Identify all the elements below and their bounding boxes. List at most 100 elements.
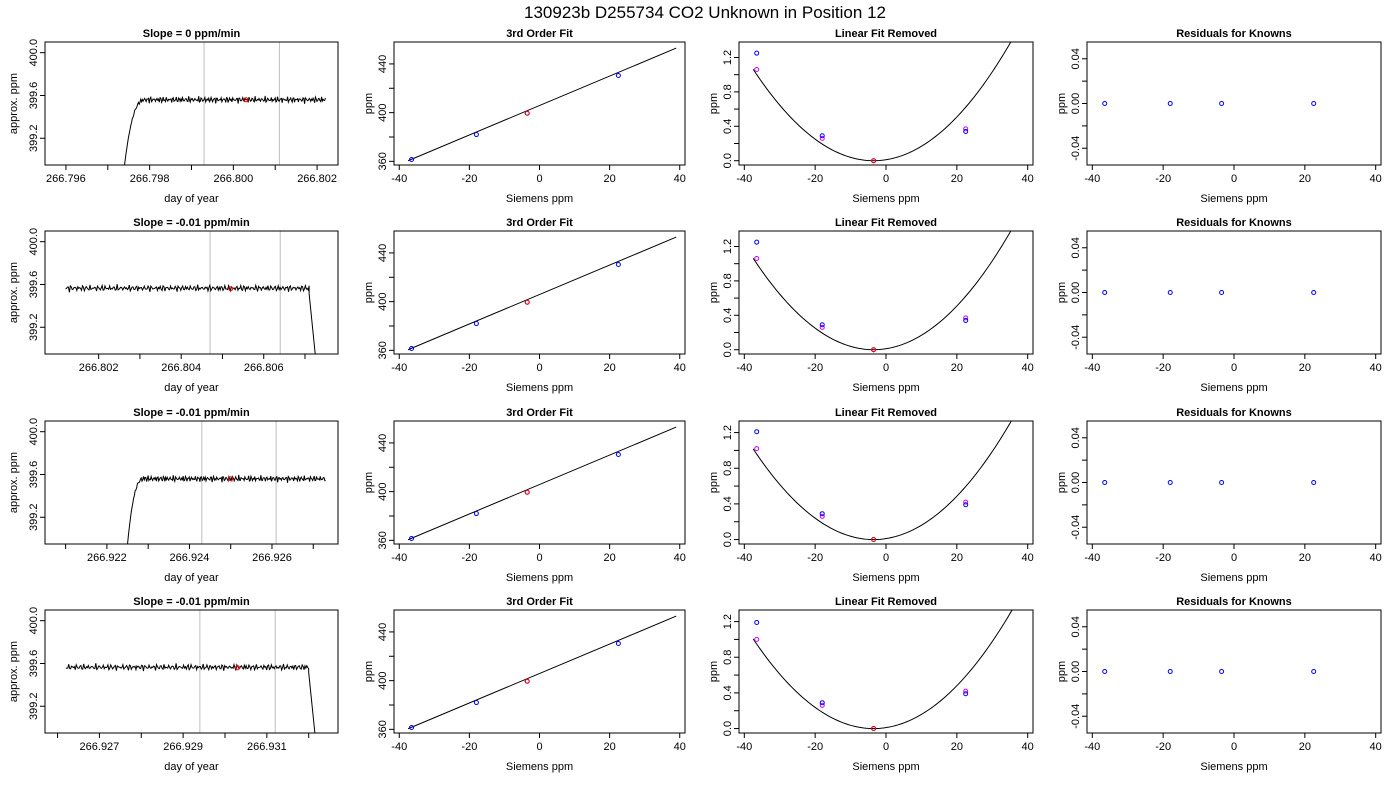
- known-point: [754, 239, 760, 245]
- y-tick-label: 0.0: [722, 342, 734, 357]
- x-axis-label: Siemens ppm: [852, 761, 919, 773]
- known-point: [819, 700, 825, 706]
- alt-point: [754, 446, 760, 452]
- y-tick-label: 0.0: [722, 721, 734, 736]
- x-tick-label: -40: [736, 362, 752, 374]
- x-tick-label: -20: [807, 173, 823, 185]
- panel-trace-row-1: Slope = -0.01 ppm/min 266.802 266.804 266.8…: [8, 217, 339, 394]
- y-tick-label: 0.4: [722, 119, 734, 134]
- x-axis-label: Siemens ppm: [1200, 761, 1267, 773]
- residual-curve: [752, 42, 1012, 162]
- x-tick-label: -40: [1084, 173, 1100, 185]
- x-axis-label: Siemens ppm: [852, 572, 919, 584]
- x-tick-label: 20: [1299, 741, 1311, 753]
- y-tick-label: -0.04: [1070, 325, 1082, 350]
- x-tick-label: 266.802: [297, 173, 337, 185]
- panel-linear_removed-row-0: Linear Fit Removed -40 -20 0 20 40 0.0 0.4 0.8 1.…: [708, 28, 1034, 205]
- panel-trace-row-0: Slope = 0 ppm/min 266.796 266.798 266.800 26…: [8, 28, 339, 205]
- y-tick-label: 0.0: [722, 532, 734, 547]
- y-tick-label: 360: [377, 152, 389, 170]
- concentration-trace: [65, 283, 316, 354]
- fit-line: [407, 615, 677, 730]
- panel-title: 3rd Order Fit: [506, 407, 573, 419]
- plot-area: [1102, 290, 1317, 295]
- x-tick-label: 20: [951, 552, 963, 564]
- known-point: [409, 536, 415, 542]
- concentration-trace: [124, 95, 326, 165]
- y-tick-label: 440: [377, 55, 389, 73]
- x-tick-label: -20: [461, 362, 477, 374]
- known-point: [819, 322, 825, 328]
- x-tick-label: 40: [1022, 552, 1034, 564]
- x-tick-label: 0: [883, 552, 889, 564]
- y-axis-label: ppm: [708, 282, 720, 303]
- y-tick-label: 399.2: [28, 313, 40, 341]
- x-tick-label: -20: [807, 362, 823, 374]
- known-point: [754, 619, 760, 625]
- x-tick-label: -40: [391, 173, 407, 185]
- plot-area: [1102, 480, 1317, 485]
- panel-title: 3rd Order Fit: [506, 28, 573, 40]
- x-tick-label: 20: [1299, 173, 1311, 185]
- known-point: [473, 700, 479, 706]
- plot-area: [124, 42, 326, 165]
- x-tick-label: 266.800: [213, 173, 253, 185]
- residual-curve: [752, 610, 1013, 730]
- unknown-point: [524, 678, 530, 684]
- known-point: [963, 691, 969, 697]
- x-axis-label: Siemens ppm: [852, 193, 919, 205]
- alt-point: [754, 636, 760, 642]
- residual-point: [1102, 290, 1108, 295]
- plot-frame: [1086, 41, 1382, 166]
- x-axis-label: day of year: [164, 382, 219, 394]
- panel-linear_removed-row-2: Linear Fit Removed -40 -20 0 20 40 0.0 0.4 0.8 1.…: [708, 407, 1034, 584]
- y-axis-label: approx. ppm: [8, 73, 20, 134]
- x-tick-label: 40: [1022, 741, 1034, 753]
- x-tick-label: 266.804: [161, 362, 201, 374]
- x-tick-label: 266.924: [170, 552, 210, 564]
- y-tick-label: 0.4: [722, 496, 734, 511]
- y-tick-label: 0.04: [1070, 48, 1082, 69]
- known-point: [409, 157, 415, 163]
- panel-title: 3rd Order Fit: [506, 217, 573, 229]
- y-tick-label: 399.6: [28, 461, 40, 489]
- x-tick-label: 40: [1022, 362, 1034, 374]
- y-tick-label: 0.00: [1070, 93, 1082, 114]
- y-tick-label: 0.8: [722, 461, 734, 476]
- x-tick-label: -40: [391, 552, 407, 564]
- x-tick-label: 266.802: [79, 362, 119, 374]
- panel-title: Residuals for Knowns: [1176, 407, 1292, 419]
- unknown-point: [871, 158, 877, 164]
- panel-title: Residuals for Knowns: [1176, 28, 1292, 40]
- alt-point: [819, 324, 825, 330]
- x-tick-label: -20: [461, 552, 477, 564]
- x-tick-label: -20: [461, 741, 477, 753]
- plot-area: [752, 42, 1012, 164]
- panel-grid: Slope = 0 ppm/min 266.796 266.798 266.800 26…: [8, 28, 1382, 773]
- known-point: [819, 133, 825, 139]
- x-axis-label: Siemens ppm: [1200, 193, 1267, 205]
- residual-point: [1167, 480, 1173, 485]
- plot-frame: [393, 609, 686, 734]
- plot-frame: [44, 609, 339, 734]
- panel-title: Linear Fit Removed: [835, 28, 937, 40]
- y-tick-label: 400.0: [28, 418, 40, 446]
- y-axis-label: ppm: [1056, 472, 1068, 493]
- known-point: [963, 128, 969, 134]
- panel-linear_removed-row-1: Linear Fit Removed -40 -20 0 20 40 0.0 0.4 0.8 1.…: [708, 217, 1034, 394]
- residual-point: [1219, 290, 1225, 295]
- x-tick-label: 20: [1299, 362, 1311, 374]
- residual-curve: [752, 231, 1012, 351]
- plot-area: [407, 47, 677, 163]
- x-tick-label: 20: [951, 741, 963, 753]
- known-point: [409, 725, 415, 731]
- x-tick-label: -20: [461, 173, 477, 185]
- panel-title: Slope = -0.01 ppm/min: [133, 217, 250, 229]
- alt-point: [754, 67, 760, 73]
- y-tick-label: 399.2: [28, 692, 40, 720]
- x-tick-label: -20: [1155, 552, 1171, 564]
- plot-area: [65, 610, 316, 733]
- x-tick-label: 40: [1370, 362, 1382, 374]
- known-point: [615, 261, 621, 267]
- x-axis-label: Siemens ppm: [506, 382, 573, 394]
